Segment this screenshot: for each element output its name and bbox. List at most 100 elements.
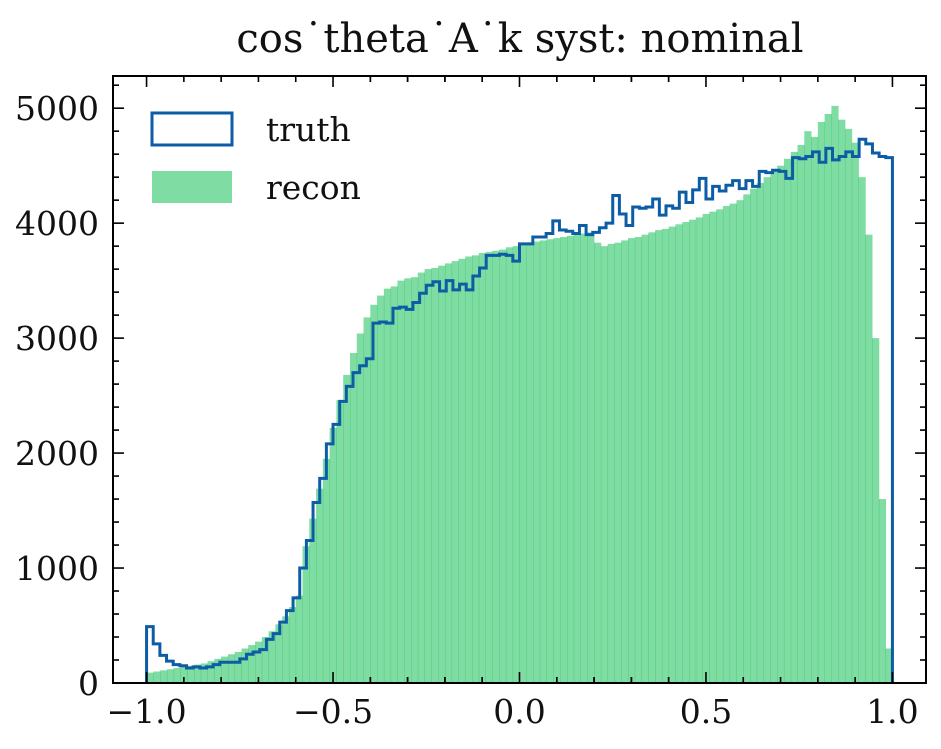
recon-bar (566, 235, 575, 683)
recon-bar (736, 200, 744, 683)
recon-bar (404, 278, 412, 683)
y-tick-label: 2000 (15, 434, 99, 473)
recon-bar (695, 217, 703, 683)
recon-bar (668, 226, 676, 683)
recon-bar (268, 631, 276, 683)
recon-bar (607, 243, 615, 683)
recon-bar (431, 267, 439, 683)
recon-bar (573, 234, 581, 684)
recon-bar (702, 213, 710, 684)
recon-bar (302, 546, 310, 683)
recon-bar (783, 158, 792, 684)
recon-bar (329, 427, 337, 683)
recon-bar (282, 616, 290, 683)
recon-bar (377, 295, 385, 683)
recon-bar (587, 232, 595, 683)
y-tick-label: 5000 (15, 89, 99, 128)
recon-bar (641, 234, 649, 684)
recon-bar (621, 240, 629, 684)
recon-bar (200, 663, 208, 683)
recon-bar (261, 637, 270, 683)
y-axis-ticks: 0 1000 2000 3000 4000 5000 (15, 84, 926, 703)
recon-bar (444, 263, 453, 683)
recon-bar (492, 250, 500, 683)
recon-bar (227, 654, 236, 683)
recon-bar (234, 651, 242, 683)
recon-bar (173, 668, 181, 683)
recon-bar (288, 607, 297, 683)
legend-recon-label: recon (266, 168, 361, 207)
recon-bar (689, 219, 697, 684)
legend-truth-label: truth (266, 110, 351, 149)
recon-bar (743, 194, 751, 683)
recon-bar (356, 333, 364, 683)
legend-truth-swatch (150, 111, 234, 147)
recon-bar (221, 656, 229, 683)
recon-bar (194, 664, 202, 683)
legend-recon-swatch (152, 171, 232, 203)
recon-bar (499, 249, 507, 683)
recon-bar (655, 230, 663, 683)
recon-bar (526, 242, 534, 683)
recon-bar (255, 641, 263, 683)
plot-frame (112, 75, 927, 684)
recon-bar (248, 645, 256, 683)
y-tick-label: 0 (78, 664, 99, 703)
recon-bar (546, 239, 554, 683)
recon-bar (675, 224, 683, 683)
recon-bar (160, 670, 168, 683)
x-tick-label: −1.0 (106, 692, 186, 731)
recon-bar (166, 669, 175, 683)
recon-bar (153, 671, 161, 683)
recon-bar (512, 246, 520, 684)
recon-bar (682, 222, 690, 683)
recon-bar (750, 188, 758, 683)
recon-bar (844, 128, 853, 683)
recon-bar (411, 277, 419, 683)
recon-bar (627, 238, 636, 683)
recon-bar (580, 233, 588, 683)
recon-bar (343, 374, 351, 683)
recon-bar (756, 182, 765, 683)
x-tick-label: 0.5 (680, 692, 732, 731)
recon-bar (878, 499, 887, 683)
x-tick-label: 1.0 (866, 692, 918, 731)
recon-bar (383, 288, 392, 683)
recon-bar (207, 661, 215, 683)
recon-bar (336, 400, 344, 683)
recon-bar (648, 232, 656, 683)
recon-bar (661, 228, 670, 683)
recon-bar (390, 286, 398, 683)
recon-bar (831, 105, 839, 684)
recon-bar (865, 234, 873, 684)
recon-bar (472, 255, 480, 683)
recon-bar (790, 151, 798, 683)
recon-bar (295, 595, 303, 683)
y-tick-label: 3000 (15, 319, 99, 358)
recon-bar (275, 624, 283, 683)
recon-bar (322, 458, 331, 683)
recon-bar (600, 246, 609, 684)
recon-bar (804, 131, 812, 683)
recon-histogram (146, 105, 893, 684)
recon-bar (424, 269, 432, 683)
recon-bar (465, 256, 473, 683)
recon-bar (505, 247, 514, 683)
recon-bar (817, 121, 826, 683)
recon-bar (838, 119, 846, 683)
recon-bar (180, 666, 188, 683)
chart-title: cos˙theta˙A˙k syst: nominal (236, 16, 803, 62)
recon-bar (349, 353, 358, 683)
recon-bar (777, 165, 785, 683)
recon-bar (553, 238, 561, 683)
recon-bar (519, 244, 527, 683)
recon-bar (872, 338, 880, 683)
recon-bar (451, 261, 459, 683)
recon-bar (146, 672, 154, 683)
recon-bar (539, 240, 548, 684)
recon-bar (722, 205, 731, 683)
recon-bar (316, 488, 324, 683)
recon-bar (533, 241, 541, 683)
recon-bar (397, 280, 405, 683)
